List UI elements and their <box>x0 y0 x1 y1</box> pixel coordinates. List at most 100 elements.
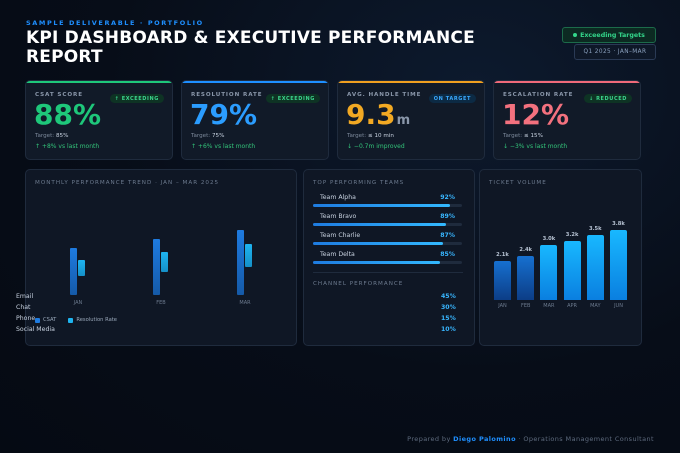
period-badge: Q1 2025 · JAN–MAR <box>574 44 656 60</box>
channel-name: Email <box>16 293 34 300</box>
team-row: Team Alpha 92% <box>313 194 462 208</box>
footer-suffix: · Operations Management Consultant <box>518 435 654 443</box>
kpi-target-value: 85% <box>55 133 69 139</box>
kpi-change: ↓ −3% vs last month <box>503 143 568 150</box>
kpi-target-value: ≤ 10 min <box>367 133 394 139</box>
channel-name: Phone <box>16 315 36 322</box>
trend-x-tick: MAR <box>239 300 251 306</box>
volume-bar <box>586 235 604 300</box>
kpi-target: Target: ≤ 15% <box>503 133 543 139</box>
kpi-accent-bar <box>26 81 172 83</box>
channel-value: 30% <box>441 304 456 311</box>
section-divider <box>313 272 463 273</box>
kpi-change: ↑ +8% vs last month <box>35 143 100 150</box>
team-value: 89% <box>440 213 455 220</box>
team-progress-fill <box>313 242 443 245</box>
kpi-target: Target: ≤ 10 min <box>347 133 394 139</box>
kpi-badge: ↑ EXCEEDING <box>109 94 164 103</box>
teams-panel: TOP PERFORMING TEAMS Team Alpha 92% Team B… <box>303 169 475 346</box>
team-value: 92% <box>440 194 455 201</box>
volume-data-label: 3.0k <box>542 235 556 242</box>
kpi-value-number: 79% <box>190 98 258 131</box>
trend-panel: MONTHLY PERFORMANCE TREND · JAN – MAR 20… <box>25 169 297 346</box>
volume-data-label: 3.5k <box>588 226 602 233</box>
channel-name: Chat <box>16 304 31 311</box>
legend-swatch-csat <box>35 317 40 323</box>
volume-data-label: 2.1k <box>496 252 509 259</box>
volume-bar <box>494 261 511 300</box>
kpi-value: 12% <box>502 100 570 136</box>
kpi-value-number: 9.3 <box>346 98 396 131</box>
channel-value: 45% <box>441 293 456 300</box>
team-progress-track <box>313 223 462 226</box>
kpi-target-value: 75% <box>211 133 225 139</box>
volume-chart: 2.1k JAN 2.4k FEB 3.0k MAR 3.2k APR 3.5k MAY 3.8k J… <box>480 170 641 345</box>
kpi-accent-bar <box>338 81 484 83</box>
kpi-change: ↓ −0.7m improved <box>347 143 405 150</box>
trend-bar-csat <box>153 239 160 295</box>
team-progress-track <box>313 242 462 245</box>
kpi-value-number: 88% <box>34 98 102 131</box>
kpi-change: ↑ +6% vs last month <box>191 143 256 150</box>
volume-x-tick: MAY <box>590 303 601 309</box>
volume-bar <box>540 244 558 300</box>
team-name: Team Alpha <box>320 194 356 201</box>
team-progress-fill <box>313 204 451 207</box>
team-name: Team Bravo <box>320 213 357 220</box>
volume-bar <box>610 229 627 300</box>
trend-chart: JAN FEB MAR <box>26 170 296 345</box>
kpi-target-label: Target: <box>35 133 55 139</box>
trend-legend: CSAT Resolution Rate <box>35 317 117 323</box>
trend-bar-resolution-rate <box>161 252 168 272</box>
trend-bar-resolution-rate <box>78 260 85 276</box>
team-value: 87% <box>440 232 455 239</box>
kpi-value-unit: m <box>396 113 411 128</box>
volume-x-tick: JUN <box>614 303 623 309</box>
volume-panel: TICKET VOLUME 2.1k JAN 2.4k FEB 3.0k MAR 3.2k A… <box>479 169 642 346</box>
kpi-label: ESCALATION RATE <box>503 92 574 98</box>
kpi-accent-bar <box>494 81 640 83</box>
volume-bar <box>563 240 581 300</box>
team-value: 85% <box>440 251 455 258</box>
volume-data-label: 3.8k <box>612 220 625 227</box>
volume-x-tick: JAN <box>498 303 507 309</box>
kpi-target-label: Target: <box>191 133 211 139</box>
team-progress-track <box>313 261 462 264</box>
volume-x-tick: MAR <box>543 303 555 309</box>
trend-bar-csat <box>70 248 77 295</box>
team-name: Team Delta <box>320 251 355 258</box>
trend-x-tick: FEB <box>156 300 166 306</box>
trend-title: MONTHLY PERFORMANCE TREND · JAN – MAR 20… <box>35 180 220 186</box>
channel-value: 15% <box>441 315 456 322</box>
footer-author: Diego Palomino <box>453 435 516 443</box>
legend-label-resolution: Resolution Rate <box>76 317 117 323</box>
volume-data-label: 2.4k <box>519 246 532 253</box>
footer-credit: Prepared by Diego Palomino · Operations … <box>407 435 654 443</box>
volume-x-tick: APR <box>567 303 578 309</box>
kpi-value-number: 12% <box>502 98 570 131</box>
team-progress-fill <box>313 223 446 226</box>
page-title: KPI DASHBOARD & EXECUTIVE PERFORMANCE RE… <box>26 28 475 67</box>
status-dot-icon <box>573 33 578 37</box>
channel-name: Social Media <box>16 326 55 333</box>
footer-prefix: Prepared by <box>407 435 451 443</box>
team-progress-fill <box>313 261 440 264</box>
channel-value: 10% <box>441 326 456 333</box>
kpi-card-csat: CSAT SCORE ↑ EXCEEDING 88% Target: 85% ↑… <box>25 80 173 160</box>
kpi-value: 88% <box>34 100 102 136</box>
kpi-target: Target: 85% <box>35 133 68 139</box>
team-row: Team Bravo 89% <box>313 213 462 227</box>
trend-x-tick: JAN <box>73 300 83 306</box>
kpi-target: Target: 75% <box>191 133 224 139</box>
kpi-target-label: Target: <box>347 133 367 139</box>
volume-title: TICKET VOLUME <box>489 180 547 186</box>
team-progress-track <box>313 204 462 207</box>
kpi-value: 9.3m <box>346 100 410 136</box>
team-row: Team Charlie 87% <box>313 232 462 246</box>
kpi-label: CSAT SCORE <box>35 92 83 98</box>
portfolio-kicker: SAMPLE DELIVERABLE · PORTFOLIO <box>26 19 204 27</box>
volume-x-tick: FEB <box>520 303 531 309</box>
volume-data-label: 3.2k <box>565 231 579 238</box>
kpi-badge: ↑ EXCEEDING <box>265 94 320 103</box>
legend-label-csat: CSAT <box>43 317 57 323</box>
